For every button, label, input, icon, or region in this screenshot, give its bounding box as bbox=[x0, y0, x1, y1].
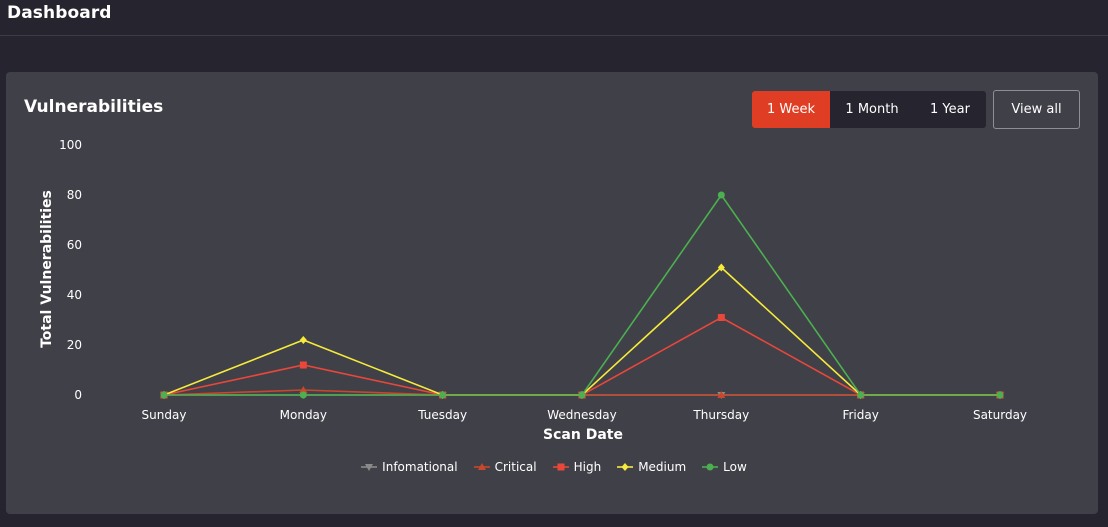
x-tick-label: Wednesday bbox=[547, 408, 616, 422]
series-medium bbox=[160, 263, 1004, 399]
y-tick-label: 60 bbox=[67, 238, 82, 252]
data-point[interactable] bbox=[717, 263, 725, 272]
data-point[interactable] bbox=[996, 391, 1004, 399]
triangle-up-marker-icon bbox=[473, 463, 490, 470]
legend-item[interactable]: Low bbox=[702, 460, 747, 474]
data-point[interactable] bbox=[299, 391, 307, 399]
x-tick-label: Saturday bbox=[973, 408, 1027, 422]
data-point[interactable] bbox=[717, 191, 725, 199]
series-line bbox=[163, 316, 1000, 396]
series-low bbox=[160, 191, 1004, 399]
legend-label: Medium bbox=[638, 460, 687, 474]
square-marker-icon bbox=[552, 463, 569, 471]
legend-marker bbox=[477, 463, 486, 470]
data-point[interactable] bbox=[578, 391, 586, 399]
data-point[interactable] bbox=[439, 391, 447, 399]
data-point[interactable] bbox=[717, 314, 725, 321]
data-point[interactable] bbox=[160, 391, 168, 399]
page-header: Dashboard bbox=[0, 0, 1108, 36]
data-point[interactable] bbox=[857, 391, 865, 399]
legend-item[interactable]: Critical bbox=[473, 460, 537, 474]
view-all-button[interactable]: View all bbox=[993, 90, 1080, 129]
data-point[interactable] bbox=[299, 386, 308, 393]
legend-item[interactable]: Medium bbox=[617, 460, 686, 474]
x-tick-label: Thursday bbox=[692, 408, 749, 422]
diamond-marker-icon bbox=[617, 463, 634, 471]
legend-item[interactable]: Infomational bbox=[361, 460, 458, 474]
legend-marker bbox=[621, 463, 629, 471]
data-point[interactable] bbox=[717, 391, 726, 398]
legend-label: High bbox=[573, 460, 602, 474]
legend-item[interactable]: High bbox=[552, 460, 602, 474]
y-tick-label: 40 bbox=[67, 288, 82, 302]
range-1-year-button[interactable]: 1 Year bbox=[930, 102, 970, 117]
y-axis-label: Total Vulnerabilities bbox=[39, 190, 55, 348]
range-1-month-button[interactable]: 1 Month bbox=[845, 102, 899, 117]
data-point[interactable] bbox=[299, 336, 307, 344]
chart-legend: Infomational Critical High Medium Low bbox=[0, 460, 1108, 474]
circle-marker-icon bbox=[702, 463, 719, 471]
y-tick-label: 20 bbox=[67, 338, 82, 352]
page-title: Dashboard bbox=[7, 3, 112, 23]
y-tick-label: 0 bbox=[74, 388, 82, 402]
data-point[interactable] bbox=[299, 361, 307, 369]
y-tick-label: 100 bbox=[59, 138, 82, 152]
triangle-down-marker-icon bbox=[361, 464, 378, 471]
x-tick-label: Sunday bbox=[142, 408, 187, 422]
legend-marker bbox=[557, 463, 565, 471]
x-tick-label: Monday bbox=[280, 408, 327, 422]
x-tick-label: Tuesday bbox=[417, 408, 467, 422]
vulnerabilities-card: Vulnerabilities 1 Week 1 Month 1 Year Vi… bbox=[6, 72, 1098, 514]
y-tick-label: 80 bbox=[67, 188, 82, 202]
time-range-selector: 1 Week 1 Month 1 Year bbox=[752, 91, 986, 128]
series-high bbox=[160, 314, 1004, 399]
legend-marker bbox=[365, 464, 374, 471]
legend-label: Low bbox=[723, 460, 747, 474]
legend-label: Critical bbox=[494, 460, 537, 474]
legend-label: Infomational bbox=[382, 460, 458, 474]
series-line bbox=[164, 193, 1000, 396]
series-line bbox=[163, 266, 1000, 396]
card-title: Vulnerabilities bbox=[24, 97, 164, 117]
legend-marker bbox=[706, 463, 714, 471]
x-axis-label: Scan Date bbox=[543, 427, 623, 443]
x-tick-label: Friday bbox=[842, 408, 878, 422]
range-1-week-button[interactable]: 1 Week bbox=[752, 91, 830, 128]
